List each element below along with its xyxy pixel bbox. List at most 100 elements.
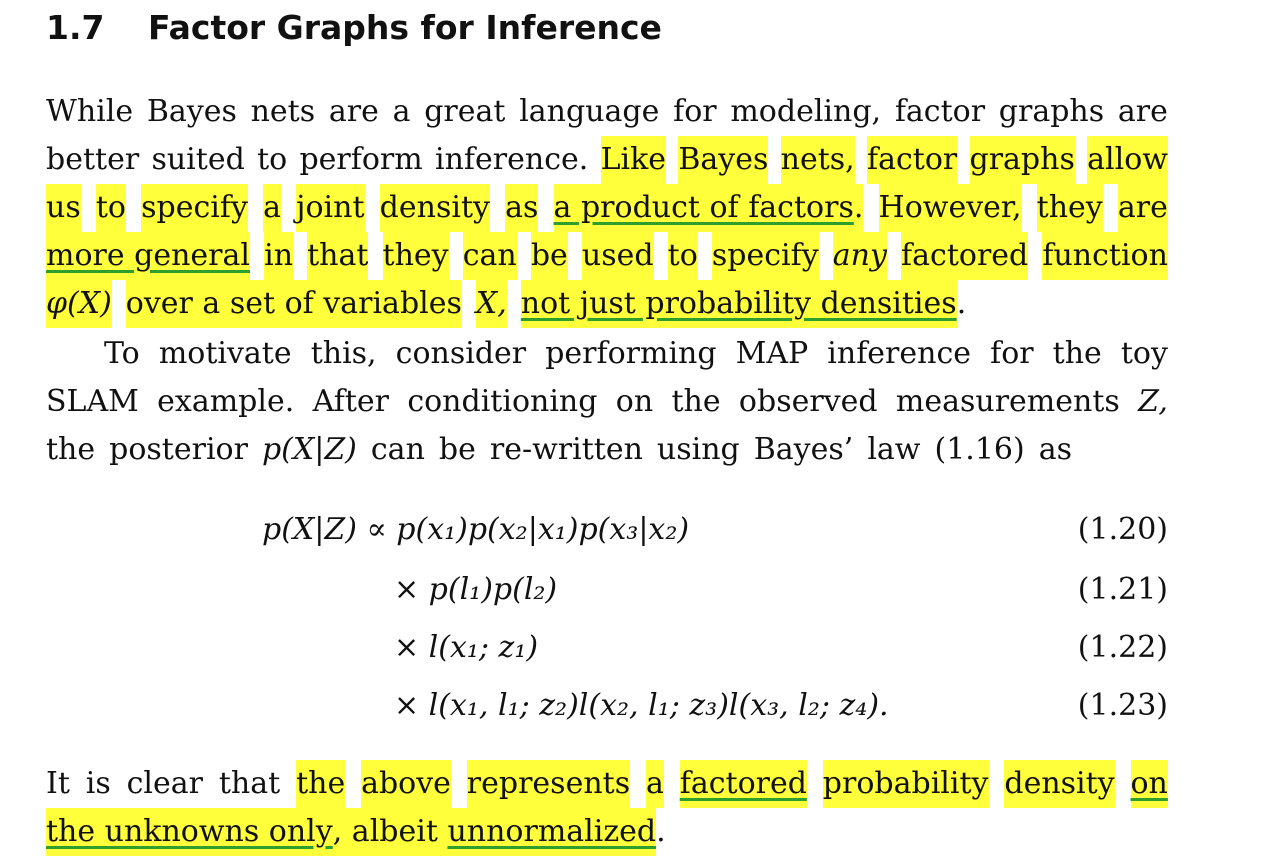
word: Bayes bbox=[678, 136, 769, 184]
word: used bbox=[581, 232, 654, 280]
word: suited bbox=[151, 142, 245, 177]
word: factored bbox=[901, 232, 1029, 280]
paragraph2-line3: the posterior p(X|Z) can be re-written using Ba… bbox=[46, 426, 1168, 474]
word: inference. bbox=[435, 142, 589, 177]
equation-number: (1.23) bbox=[1077, 688, 1168, 723]
not-just-densities: not just probability densities bbox=[520, 280, 957, 328]
word: are bbox=[1117, 94, 1168, 129]
word: inference bbox=[827, 336, 972, 371]
phrase: more general bbox=[46, 232, 250, 280]
word: graphs bbox=[998, 94, 1105, 129]
word: performing bbox=[545, 336, 717, 371]
word: Like bbox=[600, 136, 667, 184]
word: for bbox=[673, 94, 717, 129]
word: the bbox=[1052, 336, 1102, 371]
word: specify bbox=[141, 184, 248, 232]
phrase: any bbox=[832, 232, 887, 280]
equation-1-23: × l(x₁, l₁; z₂)l(x₂, l₁; z₃)l(x₃, l₂; z₄… bbox=[394, 678, 889, 734]
word: is bbox=[85, 766, 111, 801]
word: posterior bbox=[109, 432, 248, 467]
word: language bbox=[519, 94, 660, 129]
unnormalized: unnormalized bbox=[447, 808, 657, 856]
word: on bbox=[615, 384, 654, 419]
period: . bbox=[656, 814, 666, 849]
punct: . bbox=[853, 190, 864, 225]
over-set-text: over a set of variables bbox=[125, 280, 462, 328]
word: be bbox=[530, 232, 568, 280]
word: can bbox=[462, 232, 517, 280]
word: After bbox=[312, 384, 389, 419]
word: as bbox=[505, 184, 539, 232]
word: they bbox=[1036, 184, 1103, 232]
equation-rhs: p(x₁)p(x₂|x₁)p(x₃|x₂) bbox=[396, 512, 690, 547]
word: are bbox=[1117, 184, 1168, 232]
underlined-phrase: a product of factors bbox=[553, 190, 854, 225]
paragraph1-line2: better suited to perform inference. Like Bayes… bbox=[46, 136, 1168, 184]
equation-lhs: p(X|Z) ∝ bbox=[262, 512, 397, 547]
paragraph1-line1: While Bayes nets are a great language for modeli… bbox=[46, 88, 1168, 136]
equation-number: (1.21) bbox=[1077, 572, 1168, 607]
equation-rhs: × l(x₁, l₁; z₂)l(x₂, l₁; z₃)l(x₃, l₂; z₄… bbox=[394, 688, 889, 723]
word: above bbox=[361, 760, 451, 808]
word: example. bbox=[157, 384, 295, 419]
paragraph3-line2: the unknowns only, albeit unnormalized. bbox=[46, 808, 1168, 856]
word: To bbox=[104, 336, 140, 371]
word: as bbox=[1038, 432, 1072, 467]
word: observed bbox=[738, 384, 878, 419]
paragraph2-line1: To motivate this, consider performing MAP infe… bbox=[104, 330, 1168, 378]
phrase: on bbox=[1130, 760, 1168, 808]
word: p(X|Z) bbox=[261, 432, 357, 467]
word: for bbox=[990, 336, 1034, 371]
section-title: Factor Graphs for Inference bbox=[148, 7, 662, 47]
albeit-text: , albeit bbox=[332, 808, 438, 856]
word: While bbox=[46, 94, 134, 129]
word: a bbox=[263, 184, 282, 232]
word: factor bbox=[894, 94, 986, 129]
word: in bbox=[264, 232, 294, 280]
word: probability bbox=[822, 760, 989, 808]
product-of-factors: a product of factors. bbox=[553, 184, 864, 232]
word: re-written bbox=[489, 432, 643, 467]
word: function bbox=[1042, 232, 1168, 280]
word: this, bbox=[310, 336, 377, 371]
word: allow bbox=[1087, 136, 1168, 184]
word: toy bbox=[1120, 336, 1168, 371]
word: factor bbox=[866, 136, 958, 184]
word: specify bbox=[711, 232, 819, 280]
word: graphs bbox=[969, 136, 1075, 184]
equation-1-22: × l(x₁; z₁) bbox=[394, 620, 538, 676]
word: SLAM bbox=[46, 384, 139, 419]
word: motivate bbox=[158, 336, 292, 371]
word: to bbox=[257, 142, 288, 177]
word: can bbox=[370, 432, 425, 467]
period: . bbox=[956, 286, 967, 321]
word: It bbox=[46, 766, 70, 801]
word: MAP bbox=[735, 336, 809, 371]
word: law bbox=[867, 432, 921, 467]
word: using bbox=[656, 432, 740, 467]
word: density bbox=[1004, 760, 1115, 808]
word: us bbox=[46, 184, 81, 232]
word: joint bbox=[296, 184, 365, 232]
word: to bbox=[95, 184, 126, 232]
word: the bbox=[671, 384, 721, 419]
equation-rhs: × l(x₁; z₁) bbox=[394, 630, 539, 665]
word: nets bbox=[250, 94, 316, 129]
word: that bbox=[218, 766, 281, 801]
word: the bbox=[46, 432, 96, 467]
section-number: 1.7 bbox=[46, 7, 105, 47]
word: Bayes’ bbox=[753, 432, 854, 467]
phrase: factored bbox=[679, 760, 807, 808]
word: better bbox=[46, 142, 140, 177]
section-heading: 1.7 Factor Graphs for Inference bbox=[46, 4, 662, 50]
equation-1-21: × p(l₁)p(l₂) bbox=[394, 562, 557, 618]
word: measurements bbox=[895, 384, 1120, 419]
word: conditioning bbox=[407, 384, 598, 419]
word: Z, bbox=[1138, 384, 1168, 419]
word: that bbox=[307, 232, 369, 280]
word: consider bbox=[395, 336, 527, 371]
paragraph1-line4: more general in that they can be used to specify… bbox=[46, 232, 1168, 280]
unknowns-only: the unknowns only bbox=[46, 808, 333, 856]
word: a bbox=[645, 760, 664, 808]
word: Bayes bbox=[146, 94, 237, 129]
